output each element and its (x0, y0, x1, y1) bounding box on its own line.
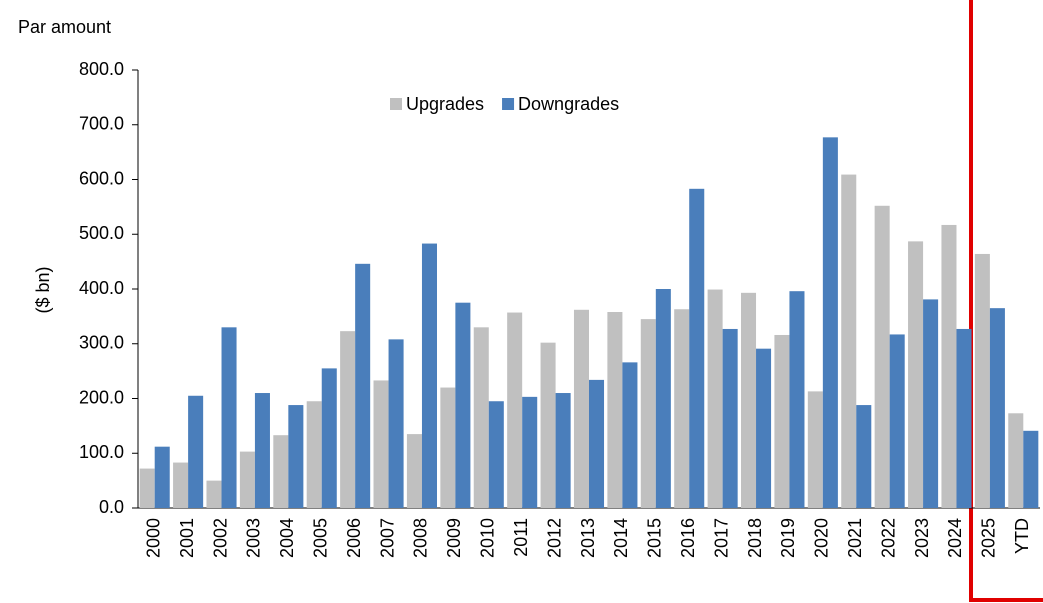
x-tick-label: 2009 (444, 518, 464, 558)
legend-label: Downgrades (518, 94, 619, 114)
bar (989, 308, 1005, 508)
highlight-box (969, 0, 1043, 602)
bar (789, 291, 805, 508)
bar (355, 263, 371, 508)
bar (607, 311, 623, 508)
bar (923, 299, 939, 508)
x-tick-label: 2005 (310, 518, 330, 558)
bar (889, 334, 905, 508)
bar (455, 302, 471, 508)
x-tick-label: 2022 (878, 518, 898, 558)
bar (622, 362, 638, 508)
x-tick-label: 2020 (812, 518, 832, 558)
bar (573, 309, 589, 508)
bar (440, 387, 456, 508)
bar (807, 391, 823, 508)
bar (856, 405, 872, 508)
bar (822, 137, 838, 508)
x-tick-label: 2004 (277, 518, 297, 558)
legend-swatch (502, 98, 515, 110)
bar (473, 327, 489, 508)
bar (239, 451, 255, 508)
bar (507, 312, 523, 508)
x-tick-label: 2019 (778, 518, 798, 558)
x-tick-label: 2017 (711, 518, 731, 558)
chart-title: Par amount (18, 17, 111, 37)
x-tick-label: 2007 (377, 518, 397, 558)
x-tick-label: 2024 (945, 518, 965, 558)
bar (221, 327, 237, 508)
y-tick-label: 800.0 (79, 59, 124, 79)
y-tick-label: 600.0 (79, 168, 124, 188)
x-tick-label: 2000 (143, 518, 163, 558)
bar (589, 379, 605, 508)
bar (741, 292, 757, 508)
bar (756, 348, 772, 508)
x-tick-label: 2006 (344, 518, 364, 558)
x-tick-label: 2015 (645, 518, 665, 558)
y-tick-label: 500.0 (79, 223, 124, 243)
bar (1023, 430, 1039, 508)
bar (722, 328, 738, 508)
y-tick-label: 300.0 (79, 333, 124, 353)
bar (774, 334, 790, 508)
bar (421, 243, 437, 508)
bar (941, 224, 957, 508)
bar (488, 401, 504, 508)
bar (388, 339, 404, 508)
bar (674, 309, 690, 508)
bar (188, 395, 204, 508)
bar (139, 468, 155, 508)
bar (974, 253, 990, 508)
y-tick-label: 200.0 (79, 387, 124, 407)
bar (254, 393, 270, 508)
bar (540, 342, 556, 508)
x-tick-label: 2021 (845, 518, 865, 558)
x-tick-label: 2018 (745, 518, 765, 558)
x-tick-label: 2023 (912, 518, 932, 558)
bar (555, 393, 571, 508)
bar (321, 368, 337, 508)
x-tick-label: 2016 (678, 518, 698, 558)
bar (640, 319, 656, 508)
bar (1008, 413, 1024, 508)
x-tick-label: 2003 (244, 518, 264, 558)
bar (908, 241, 924, 508)
legend-swatch (390, 98, 402, 110)
y-tick-label: 400.0 (79, 278, 124, 298)
bar (288, 405, 304, 508)
x-tick-label: YTD (1012, 518, 1032, 554)
x-tick-label: 2013 (578, 518, 598, 558)
y-axis-label: ($ bn) (33, 266, 53, 313)
y-tick-label: 700.0 (79, 114, 124, 134)
bar (956, 328, 972, 508)
bar (655, 289, 671, 508)
bar (173, 462, 189, 508)
bar (841, 174, 857, 508)
bar (154, 446, 170, 508)
x-tick-label: 2002 (210, 518, 230, 558)
y-tick-label: 100.0 (79, 442, 124, 462)
bar (273, 435, 289, 508)
x-tick-label: 2008 (411, 518, 431, 558)
y-tick-label: 0.0 (99, 497, 124, 517)
bar (206, 480, 222, 508)
x-tick-label: 2025 (979, 518, 999, 558)
x-tick-label: 2001 (177, 518, 197, 558)
bar (874, 205, 890, 508)
x-tick-label: 2011 (511, 518, 531, 557)
bar (373, 380, 389, 508)
bar (522, 396, 538, 508)
bar (306, 401, 322, 508)
x-tick-label: 2012 (544, 518, 564, 558)
bar (340, 331, 356, 508)
bar (406, 434, 422, 508)
x-tick-label: 2010 (478, 518, 498, 558)
bar (707, 289, 723, 508)
x-tick-label: 2014 (611, 518, 631, 558)
legend-label: Upgrades (406, 94, 484, 114)
bar (689, 188, 705, 508)
